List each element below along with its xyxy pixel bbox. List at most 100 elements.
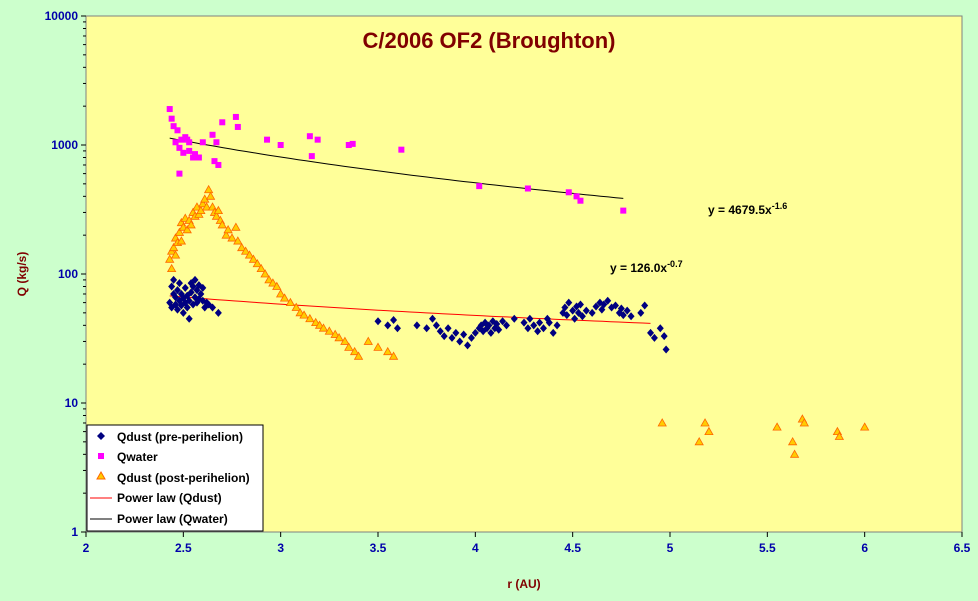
- point-qdust-post: [174, 227, 185, 236]
- point-qdust-post: [202, 202, 212, 211]
- point-qdust-post: [789, 449, 800, 458]
- point-qdust-pre: [183, 303, 191, 312]
- point-qwater: [232, 113, 239, 120]
- point-qdust-pre: [214, 308, 222, 317]
- point-qwater: [306, 133, 313, 140]
- point-qdust-post: [231, 222, 241, 231]
- point-qdust-pre: [471, 328, 479, 337]
- y-tick-label: 10000: [45, 9, 79, 23]
- point-qdust-pre: [569, 306, 577, 315]
- point-qdust-pre: [588, 308, 596, 317]
- legend-marker-square: [98, 453, 104, 459]
- point-qdust-post: [223, 225, 233, 234]
- point-qwater: [345, 142, 352, 148]
- point-qdust-post: [344, 342, 354, 351]
- x-tick-label: 2: [83, 541, 90, 555]
- point-qdust-post: [176, 236, 187, 245]
- point-qdust-pre: [499, 317, 507, 326]
- chart-title: C/2006 OF2 (Broughton): [362, 28, 615, 53]
- point-qdust-post: [272, 281, 282, 290]
- point-qdust-pre: [495, 325, 503, 334]
- y-tick-label: 100: [58, 267, 78, 281]
- power-law-lines: [169, 137, 651, 324]
- point-qdust-pre: [549, 328, 557, 337]
- point-qdust-pre: [440, 332, 448, 341]
- point-qdust-pre: [384, 321, 392, 330]
- legend-item-power-qdust: Power law (Qdust): [90, 491, 222, 505]
- legend-item-qdust-post: Qdust (post-perihelion): [96, 470, 250, 485]
- point-qdust-pre: [179, 308, 187, 317]
- point-qwater: [234, 123, 241, 130]
- point-qwater: [186, 139, 193, 146]
- point-qdust-pre: [185, 296, 193, 305]
- y-tick-label: 1: [71, 525, 78, 539]
- point-qdust-post: [834, 431, 845, 440]
- point-qdust-pre: [199, 283, 207, 292]
- point-qdust-pre: [175, 279, 183, 288]
- point-qdust-pre: [660, 332, 668, 341]
- point-qdust-post: [260, 269, 270, 278]
- y-axis-title: Q (kg/s): [15, 252, 29, 297]
- point-qdust-pre: [444, 324, 452, 333]
- point-qwater: [180, 149, 187, 156]
- point-qwater: [178, 136, 185, 143]
- point-qdust-pre: [168, 282, 176, 291]
- point-qwater: [524, 185, 531, 192]
- legend-label-qwater: Qwater: [117, 450, 158, 464]
- equation-dust-exponent: -0.7: [667, 259, 683, 269]
- point-qdust-post: [227, 233, 237, 242]
- point-qdust-pre: [563, 311, 571, 320]
- point-qdust-pre: [619, 311, 627, 320]
- point-qdust-post: [240, 246, 251, 255]
- point-qdust-pre: [502, 321, 510, 330]
- point-qdust-post: [198, 199, 208, 208]
- point-qdust-pre: [617, 304, 625, 313]
- point-qdust-pre: [534, 327, 542, 336]
- point-qdust-post: [205, 191, 216, 200]
- x-tick-label: 4.5: [564, 541, 581, 555]
- point-qdust-post: [704, 426, 714, 436]
- x-axis: 2 2.5 3 3.5 4 4.5 5 5.5 6 6.5: [83, 532, 971, 555]
- point-qdust-post: [799, 418, 810, 427]
- point-qwater: [565, 189, 572, 196]
- point-qwater: [277, 142, 284, 148]
- point-qdust-post: [353, 351, 364, 360]
- power-law-qdust-line: [169, 295, 651, 324]
- point-qwater: [219, 119, 226, 126]
- point-qdust-pre: [582, 306, 590, 315]
- power-law-qwater-line: [169, 137, 624, 199]
- point-qdust-post: [330, 329, 340, 338]
- point-qwater: [166, 106, 173, 113]
- point-qdust-pre: [173, 305, 181, 314]
- point-qdust-post: [388, 351, 399, 360]
- point-qdust-pre: [197, 289, 205, 298]
- point-qdust-pre: [530, 321, 538, 330]
- point-qdust-pre: [181, 283, 189, 292]
- point-qdust-post: [166, 263, 177, 273]
- point-qdust-pre: [627, 312, 635, 321]
- point-qdust-post: [700, 418, 710, 427]
- point-qdust-pre: [662, 345, 670, 354]
- point-qdust-post: [363, 336, 373, 345]
- point-qdust-post: [299, 310, 309, 319]
- point-qdust-pre: [390, 315, 398, 324]
- point-qdust-post: [233, 236, 243, 245]
- point-qdust-pre: [604, 296, 612, 305]
- point-qdust-pre: [448, 333, 456, 342]
- point-qdust-pre: [191, 275, 199, 284]
- point-qdust-pre: [436, 327, 444, 336]
- point-qdust-pre: [189, 282, 197, 291]
- point-qwater: [186, 147, 193, 154]
- x-tick-label: 6: [861, 541, 868, 555]
- point-qdust-pre: [209, 303, 217, 312]
- point-qdust-pre: [429, 314, 437, 323]
- point-qdust-post: [373, 342, 383, 351]
- point-qwater: [308, 153, 315, 160]
- y-tick-label: 1000: [51, 138, 78, 152]
- point-qdust-post: [383, 346, 393, 356]
- point-qdust-pre: [656, 324, 664, 333]
- point-qwater: [573, 193, 580, 200]
- point-qdust-post: [268, 278, 278, 287]
- point-qdust-pre: [170, 275, 178, 284]
